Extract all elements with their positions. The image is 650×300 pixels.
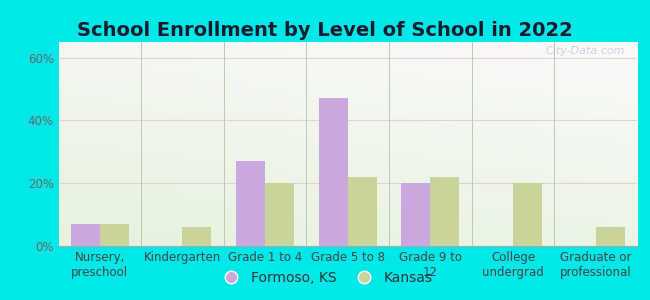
- Bar: [595, 227, 625, 246]
- Bar: [265, 183, 294, 246]
- Bar: [318, 98, 348, 246]
- Text: School Enrollment by Level of School in 2022: School Enrollment by Level of School in …: [77, 21, 573, 40]
- Legend: Formoso, KS, Kansas: Formoso, KS, Kansas: [212, 265, 438, 290]
- Bar: [348, 177, 377, 246]
- Bar: [71, 224, 100, 246]
- Bar: [183, 227, 211, 246]
- Text: City-Data.com: City-Data.com: [546, 46, 625, 56]
- Bar: [513, 183, 542, 246]
- Bar: [430, 177, 460, 246]
- Bar: [100, 224, 129, 246]
- Bar: [236, 161, 265, 246]
- Bar: [402, 183, 430, 246]
